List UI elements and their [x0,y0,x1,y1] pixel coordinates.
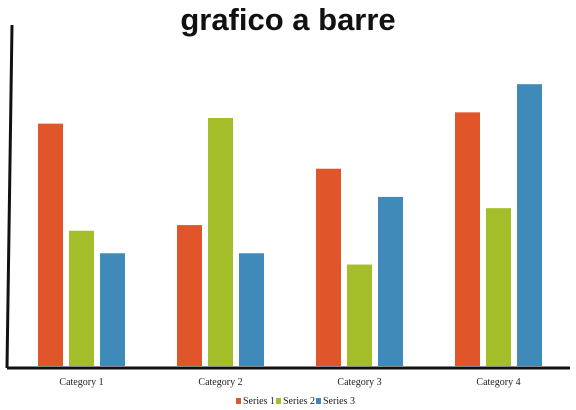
bar-4-series-2 [486,208,511,366]
bar-2-series-1 [177,225,202,366]
bar-4-series-1 [455,112,480,366]
bars-group [38,84,542,367]
legend-label: Series 3 [323,396,355,407]
x-tick-label: Category 1 [59,377,103,388]
bar-3-series-2 [347,264,372,366]
legend-swatch [276,398,281,404]
bar-3-series-1 [316,168,341,366]
x-tick-labels: Category 1 Category 2 Category 3 Category 4 [59,377,520,388]
legend-label: Series 1 [243,396,275,407]
x-tick-label: Category 2 [198,377,242,388]
legend-swatch [316,398,321,404]
y-axis-line [5,24,14,369]
bar-1-series-2 [69,230,94,366]
bar-2-series-3 [239,253,264,366]
x-tick-label: Category 3 [337,377,381,388]
bar-2-series-2 [208,118,233,366]
bar-3-series-3 [378,196,403,366]
bar-1-series-3 [100,253,125,366]
bar-1-series-1 [38,123,63,367]
legend: Series 1 Series 2 Series 3 [236,396,355,407]
legend-label: Series 2 [283,396,315,407]
legend-swatch [236,398,241,404]
chart-title: grafico a barre [180,2,396,37]
bar-4-series-3 [517,84,542,366]
x-tick-label: Category 4 [476,377,520,388]
